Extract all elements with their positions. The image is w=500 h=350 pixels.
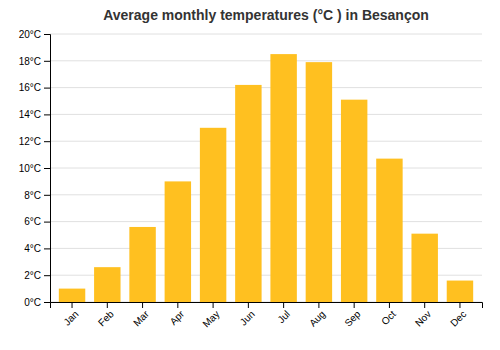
y-tick-label: 2°C [24,270,41,281]
x-tick-mark [248,302,249,308]
bar [447,281,473,302]
bar [235,85,261,302]
x-tick-label: Jun [238,308,257,327]
y-tick: 12°C [19,136,50,147]
x-tick-label: Sep [342,308,363,329]
y-tick-mark [44,302,50,303]
x-tick-mark [142,302,143,308]
plot: 0°C 2°C 4°C 6°C 8°C 10°C 12°C 14°C 16°C 18°C 20°C J… [19,29,483,330]
x-tick-mark [354,302,355,308]
x-tick-mark [459,302,460,308]
bar [376,159,402,302]
y-axis-line [44,35,51,303]
y-tick-label: 0°C [24,297,41,308]
y-tick-label: 18°C [19,56,41,67]
bar [129,227,155,302]
x-tick-label: Apr [168,308,187,327]
x-tick-label: Feb [96,308,116,328]
y-tick: 14°C [19,109,50,120]
y-tick: 18°C [19,56,50,67]
x-tick: Aug [307,302,327,329]
x-tick: Jan [61,302,80,328]
y-tick: 2°C [24,270,50,281]
x-tick-mark [389,302,390,308]
x-axis-line [51,303,483,309]
y-tick-mark [44,88,50,89]
x-tick-mark [177,302,178,308]
grid-line [50,114,482,115]
x-tick-label: Jul [275,308,292,325]
y-tick: 4°C [24,243,50,254]
x-tick: Mar [131,302,151,328]
bar [341,100,367,302]
y-tick-label: 20°C [19,29,41,40]
bar [200,128,226,302]
grid-line [50,34,482,35]
y-tick-mark [44,34,50,35]
x-tick-label: Aug [307,308,327,328]
y-axis: 0°C 2°C 4°C 6°C 8°C 10°C 12°C 14°C 16°C 18°C 20°C [19,29,51,308]
x-tick-mark [424,302,425,308]
x-tick-label: May [200,308,221,329]
x-tick-label: Jan [61,308,80,327]
y-tick-label: 12°C [19,136,41,147]
x-tick: Feb [96,302,116,328]
y-tick-mark [44,141,50,142]
x-axis: Jan Feb Mar Apr May Jun Jul Aug Sep Oct Nov Dec [51,302,483,330]
x-tick-mark [283,302,284,308]
bar [411,234,437,302]
y-tick-mark [44,114,50,115]
y-tick: 6°C [24,216,50,227]
title: Average monthly temperatures (°C ) in Be… [103,7,429,23]
grid-line [50,194,482,195]
x-tick-mark [72,302,73,308]
y-tick-mark [44,195,50,196]
x-tick: Jun [238,302,257,328]
x-tick: May [200,302,221,330]
x-tick: Dec [448,302,468,329]
bar [270,54,296,302]
y-tick: 8°C [24,190,50,201]
bars [59,54,473,302]
y-tick-label: 8°C [24,190,41,201]
y-tick-label: 16°C [19,82,41,93]
y-tick-label: 14°C [19,109,41,120]
grid-line [50,60,482,61]
y-tick: 0°C [24,297,50,308]
x-tick-mark [318,302,319,308]
x-tick: Nov [413,302,433,329]
x-tick-label: Mar [131,308,151,328]
y-tick-mark [44,222,50,223]
y-tick: 10°C [19,163,50,174]
y-tick-mark [44,248,50,249]
y-tick-mark [44,168,50,169]
y-tick-mark [44,61,50,62]
x-tick-label: Nov [413,308,433,328]
y-tick-mark [44,275,50,276]
grid-line [50,221,482,222]
y-tick-label: 4°C [24,243,41,254]
x-tick: Oct [379,302,398,327]
grid [50,34,482,302]
x-tick-mark [107,302,108,308]
x-tick-label: Dec [448,308,468,328]
grid-line [50,168,482,169]
grid-line [50,141,482,142]
chart: 0°C 2°C 4°C 6°C 8°C 10°C 12°C 14°C 16°C 18°C 20°C J… [0,0,500,350]
y-tick-label: 6°C [24,216,41,227]
x-tick: Sep [342,302,363,329]
x-tick-mark [213,302,214,308]
y-tick: 16°C [19,82,50,93]
bar [94,267,120,302]
x-tick: Apr [168,302,187,327]
grid-line [50,87,482,88]
bar [165,181,191,302]
bar [306,62,332,302]
bar [59,289,85,302]
x-tick: Jul [275,302,292,325]
y-tick: 20°C [19,29,50,40]
y-tick-label: 10°C [19,163,41,174]
x-tick-label: Oct [379,308,398,327]
